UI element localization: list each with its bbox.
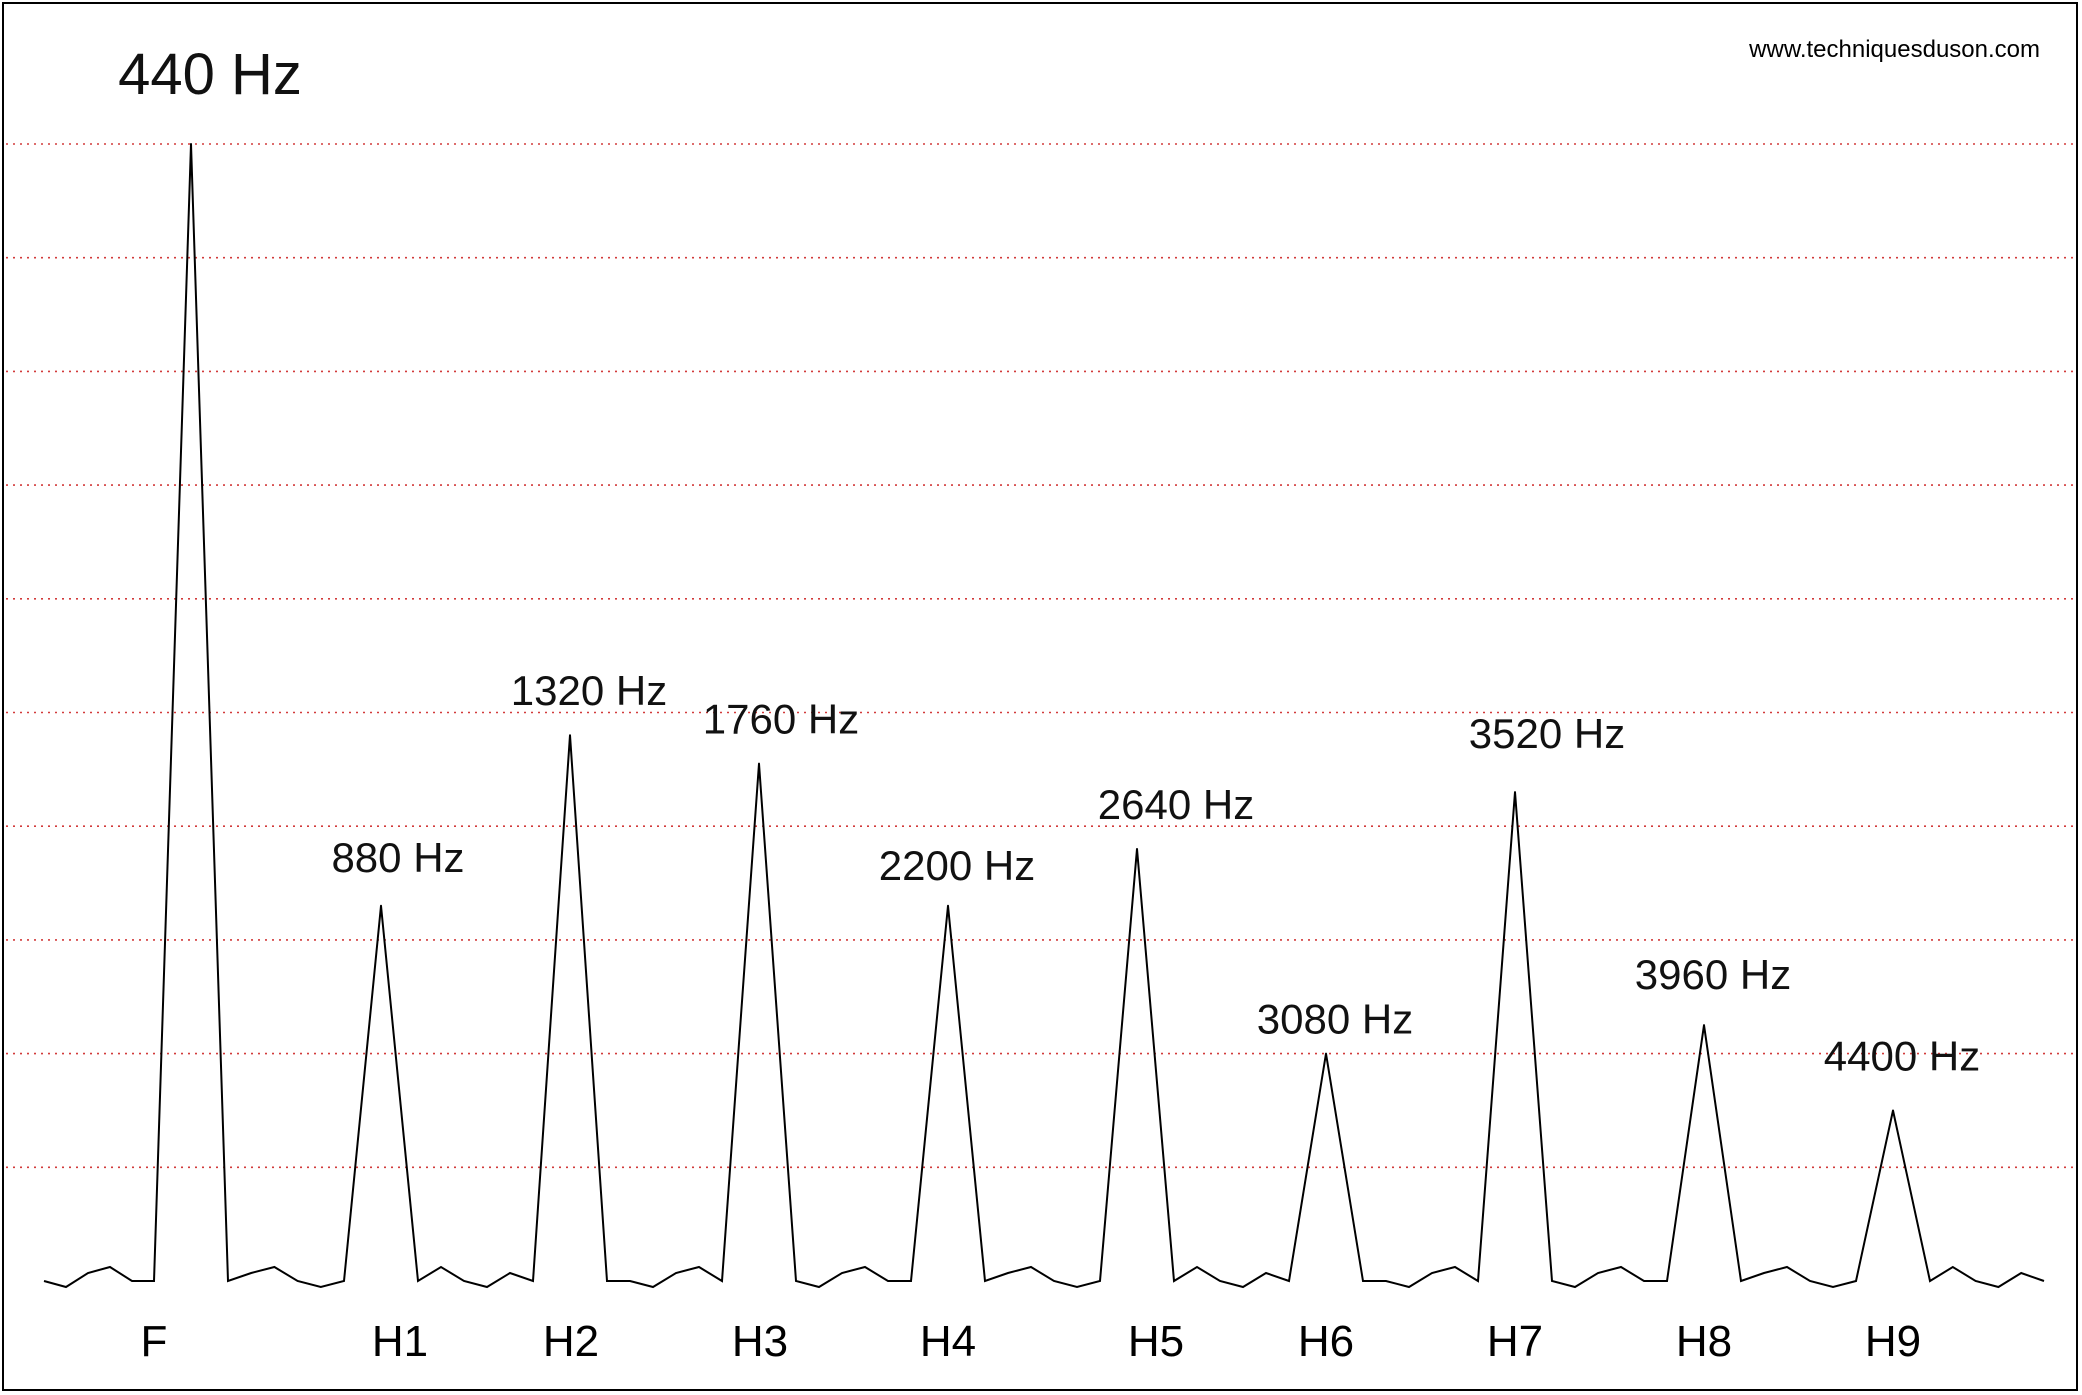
x-tick-h6: H6 (1298, 1317, 1354, 1366)
peak-point-f (190, 143, 192, 145)
spectrum-line (43, 143, 2045, 1289)
x-tick-h3: H3 (732, 1317, 788, 1366)
x-tick-h1: H1 (372, 1317, 428, 1366)
x-tick-h7: H7 (1487, 1317, 1543, 1366)
peak-point-h6 (1325, 1052, 1327, 1055)
x-tick-h2: H2 (543, 1317, 599, 1366)
peak-label-h9: 4400 Hz (1824, 1032, 1980, 1079)
x-tick-f: F (141, 1317, 168, 1366)
peak-point-h3 (758, 762, 760, 765)
peak-label-h7: 3520 Hz (1469, 710, 1625, 757)
peak-label-h6: 3080 Hz (1257, 996, 1413, 1043)
x-tick-h4: H4 (920, 1317, 976, 1366)
peak-point-h4 (947, 904, 949, 907)
peak-point-h5 (1136, 847, 1138, 850)
spectrum-line-group (43, 143, 2045, 1289)
x-tick-h9: H9 (1865, 1317, 1921, 1366)
peak-point-h8 (1703, 1024, 1705, 1027)
peak-label-h3: 1760 Hz (703, 696, 859, 743)
peak-label-h5: 2640 Hz (1098, 781, 1254, 828)
peak-label-h1: 880 Hz (331, 834, 464, 881)
x-tick-h8: H8 (1676, 1317, 1732, 1366)
peak-label-h8: 3960 Hz (1635, 951, 1791, 998)
peak-point-h2 (569, 734, 571, 737)
peak-point-h1 (380, 904, 382, 907)
peak-labels: 440 Hz 880 Hz 1320 Hz 1760 Hz 2200 Hz 2640 Hz… (118, 42, 1980, 1079)
spectrum-chart: 440 Hz 880 Hz 1320 Hz 1760 Hz 2200 Hz 2640 Hz… (6, 42, 2074, 1366)
x-tick-labels: F H1 H2 H3 H4 H5 H6 H7 H8 H9 (141, 1317, 1922, 1366)
watermark-text: www.techniquesduson.com (1749, 36, 2040, 63)
peak-point-h7 (1514, 791, 1516, 794)
peak-label-h4: 2200 Hz (879, 842, 1035, 889)
grid-lines (6, 143, 2074, 1169)
peak-label-f: 440 Hz (118, 42, 302, 107)
peak-point-h9 (1892, 1109, 1894, 1112)
x-tick-h5: H5 (1128, 1317, 1184, 1366)
peak-label-h2: 1320 Hz (511, 667, 667, 714)
